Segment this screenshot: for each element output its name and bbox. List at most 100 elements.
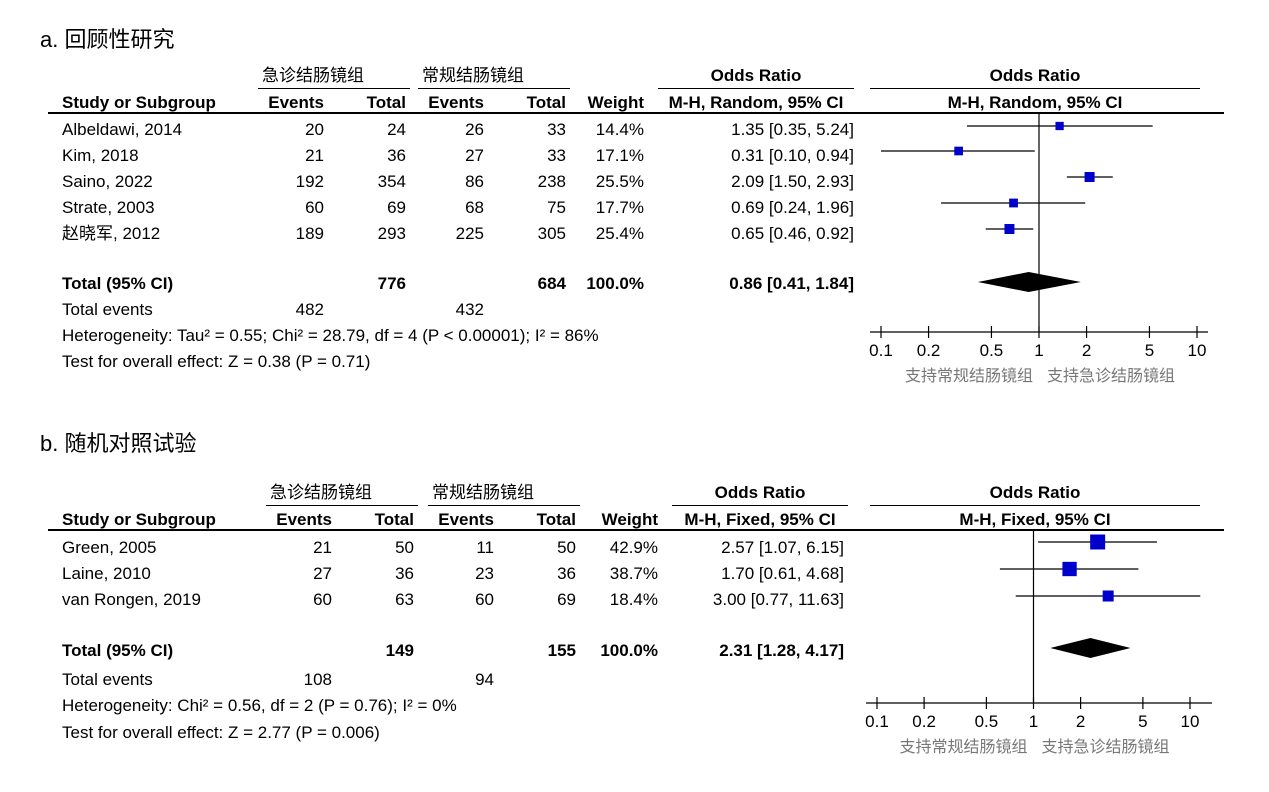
x-tick-label: 1 <box>1034 341 1043 360</box>
study-name: Green, 2005 <box>62 538 157 557</box>
total-label: Total (95% CI) <box>62 641 174 660</box>
total1: 63 <box>395 590 414 609</box>
weight: 17.1% <box>595 146 644 165</box>
odds-ratio-ci: 1.70 [0.61, 4.68] <box>721 564 844 583</box>
or-header: Odds Ratio <box>710 66 802 85</box>
study-name: 赵晓军, 2012 <box>62 224 161 243</box>
study-marker <box>1004 224 1015 234</box>
x-tick-label: 0.5 <box>975 712 999 731</box>
weight: 38.7% <box>609 564 658 583</box>
pooled-ci: 0.86 [0.41, 1.84] <box>729 274 854 293</box>
events1: 60 <box>305 198 324 217</box>
col-total2: Total <box>526 93 566 112</box>
total1: 354 <box>377 172 406 191</box>
events2: 86 <box>465 172 484 191</box>
study-name: Strate, 2003 <box>62 198 155 217</box>
heterogeneity: Heterogeneity: Chi² = 0.56, df = 2 (P = … <box>62 696 457 715</box>
col-events2: Events <box>438 510 494 529</box>
x-tick-label: 2 <box>1076 712 1085 731</box>
events-label: Total events <box>62 300 153 319</box>
total2: 36 <box>557 564 576 583</box>
panel-title: b. 随机对照试验 <box>40 431 197 456</box>
group2-underline <box>428 505 580 506</box>
col-total1: Total <box>366 93 406 112</box>
or-underline <box>658 88 854 89</box>
col-weight: Weight <box>601 510 658 529</box>
study-name: Albeldawi, 2014 <box>62 120 183 139</box>
events1: 27 <box>313 564 332 583</box>
header-rule <box>48 112 1224 114</box>
total2: 33 <box>547 146 566 165</box>
study-marker <box>1102 590 1114 602</box>
x-tick-label: 0.2 <box>917 341 941 360</box>
favours-left-label: 支持常规结肠镜组 <box>905 366 1033 385</box>
odds-ratio-ci: 2.09 [1.50, 2.93] <box>731 172 854 191</box>
col-events2: Events <box>428 93 484 112</box>
plot-or-underline <box>870 505 1200 506</box>
weight: 14.4% <box>595 120 644 139</box>
study-marker <box>1090 534 1106 550</box>
study-name: Kim, 2018 <box>62 146 139 165</box>
events1-total: 108 <box>303 670 332 689</box>
events2: 23 <box>475 564 494 583</box>
total-weight: 100.0% <box>600 641 658 660</box>
odds-ratio-ci: 1.35 [0.35, 5.24] <box>731 120 854 139</box>
events2: 225 <box>455 224 484 243</box>
total1: 149 <box>385 641 414 660</box>
panel-title: a. 回顾性研究 <box>40 27 175 52</box>
x-tick-label: 0.1 <box>869 341 893 360</box>
x-tick-label: 10 <box>1188 341 1207 360</box>
weight: 42.9% <box>609 538 658 557</box>
weight: 17.7% <box>595 198 644 217</box>
study-marker <box>1009 198 1018 208</box>
total1: 36 <box>387 146 406 165</box>
study-marker <box>1062 561 1077 577</box>
col-weight: Weight <box>587 93 644 112</box>
total2: 50 <box>557 538 576 557</box>
pooled-diamond <box>1050 638 1131 658</box>
x-tick-label: 0.5 <box>980 341 1004 360</box>
odds-ratio-ci: 3.00 [0.77, 11.63] <box>712 590 844 609</box>
group1-underline <box>266 505 418 506</box>
total2: 305 <box>537 224 566 243</box>
col-method: M-H, Random, 95% CI <box>668 93 844 112</box>
study-name: van Rongen, 2019 <box>62 590 201 609</box>
group1-underline <box>258 88 410 89</box>
favours-right-label: 支持急诊结肠镜组 <box>1047 366 1175 385</box>
col-study: Study or Subgroup <box>62 93 216 112</box>
heterogeneity: Heterogeneity: Tau² = 0.55; Chi² = 28.79… <box>62 326 599 345</box>
odds-ratio-ci: 0.65 [0.46, 0.92] <box>731 224 854 243</box>
forest-plot: 0.1 0.2 0.5 1 2 5 10 支持常规结肠镜组 支持急诊结肠镜组 <box>869 114 1208 385</box>
weight: 25.5% <box>595 172 644 191</box>
plot-col-method: M-H, Fixed, 95% CI <box>959 510 1111 529</box>
favours-right-label: 支持急诊结肠镜组 <box>1042 737 1170 756</box>
events1: 21 <box>313 538 332 557</box>
pooled-diamond <box>977 272 1081 292</box>
total1: 69 <box>387 198 406 217</box>
col-method: M-H, Fixed, 95% CI <box>684 510 836 529</box>
events-label: Total events <box>62 670 153 689</box>
total2: 33 <box>547 120 566 139</box>
total1: 293 <box>377 224 406 243</box>
col-total1: Total <box>374 510 414 529</box>
events2: 27 <box>465 146 484 165</box>
x-tick-label: 0.1 <box>865 712 889 731</box>
total-weight: 100.0% <box>586 274 644 293</box>
total2: 155 <box>547 641 576 660</box>
group2-header: 常规结肠镜组 <box>432 483 534 502</box>
total1: 776 <box>377 274 406 293</box>
x-tick-label: 5 <box>1138 712 1147 731</box>
odds-ratio-ci: 0.69 [0.24, 1.96] <box>731 198 854 217</box>
total1: 24 <box>387 120 406 139</box>
total2: 238 <box>537 172 566 191</box>
study-name: Saino, 2022 <box>62 172 153 191</box>
group2-underline <box>418 88 570 89</box>
weight: 25.4% <box>595 224 644 243</box>
overall-effect: Test for overall effect: Z = 2.77 (P = 0… <box>62 723 380 742</box>
events1: 189 <box>295 224 324 243</box>
col-events1: Events <box>268 93 324 112</box>
total2: 684 <box>537 274 566 293</box>
study-marker <box>954 146 963 156</box>
x-tick-label: 1 <box>1029 712 1038 731</box>
events1: 21 <box>305 146 324 165</box>
